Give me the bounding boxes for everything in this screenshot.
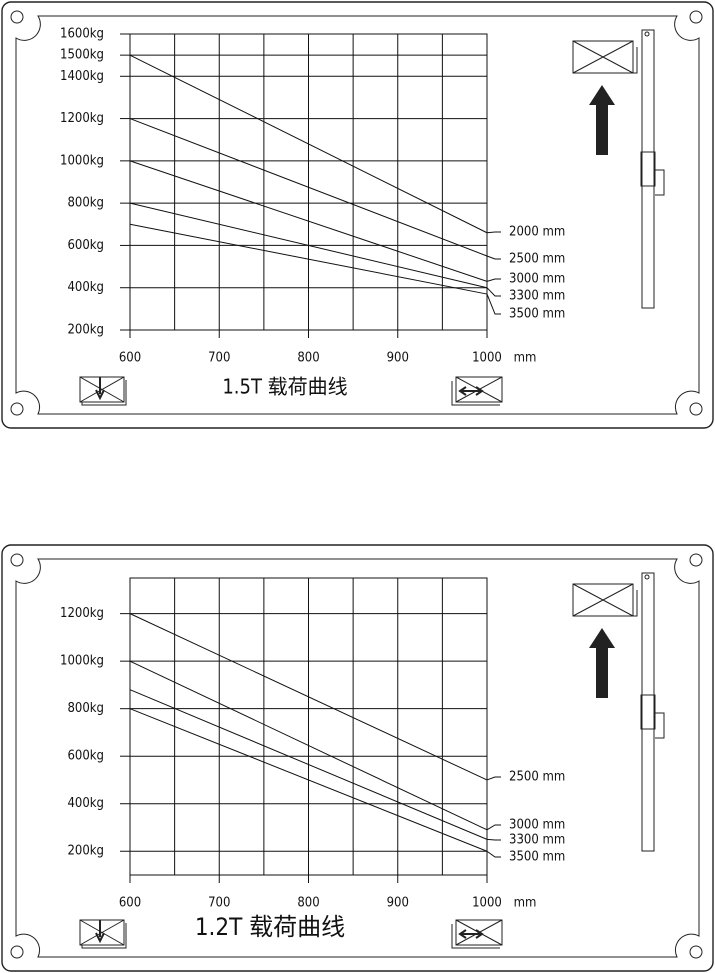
- y-tick-label: 600kg: [67, 238, 104, 253]
- x-tick-label: 1000: [472, 351, 502, 366]
- y-tick-label: 400kg: [67, 796, 104, 811]
- y-tick-label: 200kg: [67, 844, 104, 859]
- x-tick-label: 1000: [472, 896, 502, 911]
- y-tick-label: 1500kg: [60, 48, 104, 63]
- series-label: 2000 mm: [509, 225, 565, 240]
- series-label: 3300 mm: [509, 833, 565, 848]
- chart-title: 1.5T 载荷曲线: [222, 375, 347, 399]
- panel: [1, 544, 714, 972]
- series-label: 3500 mm: [509, 307, 565, 322]
- x-tick-label: 700: [208, 896, 230, 911]
- y-tick-label: 800kg: [67, 196, 104, 211]
- y-tick-label: 1200kg: [60, 111, 104, 126]
- y-tick-label: 200kg: [67, 323, 104, 338]
- y-tick-label: 800kg: [67, 701, 104, 716]
- x-tick-label: 800: [297, 351, 319, 366]
- y-tick-label: 1200kg: [60, 606, 104, 621]
- series-label: 3000 mm: [509, 818, 565, 833]
- x-tick-label: 600: [119, 896, 141, 911]
- load-curve: [129, 613, 488, 781]
- y-tick-label: 1000kg: [60, 153, 104, 168]
- leader-line: [486, 776, 501, 781]
- series-label: 2500 mm: [509, 252, 565, 267]
- x-tick-label: 900: [387, 896, 409, 911]
- load-curve: [129, 708, 488, 852]
- y-tick-label: 400kg: [67, 280, 104, 295]
- leader-line: [486, 255, 501, 260]
- series-label: 3000 mm: [509, 272, 565, 287]
- load-curve: [129, 660, 488, 831]
- load-curve: [129, 118, 488, 257]
- x-axis-label: mm: [514, 896, 537, 911]
- panel: [1, 1, 714, 429]
- y-tick-label: 1400kg: [60, 69, 104, 84]
- x-tick-label: 700: [208, 351, 230, 366]
- leader-line: [486, 278, 501, 282]
- series-label: 3300 mm: [509, 289, 565, 304]
- leader-line: [486, 850, 501, 858]
- x-tick-label: 800: [297, 896, 319, 911]
- y-tick-label: 600kg: [67, 749, 104, 764]
- y-tick-label: 1600kg: [60, 27, 104, 42]
- x-tick-label: 600: [119, 351, 141, 366]
- load-curve: [129, 223, 488, 295]
- series-label: 2500 mm: [509, 770, 565, 785]
- leader-line: [486, 824, 501, 831]
- leader-line: [486, 838, 501, 841]
- x-axis-label: mm: [514, 351, 537, 366]
- leader-line: [486, 287, 501, 297]
- load-curve: [129, 202, 488, 289]
- leader-line: [486, 293, 501, 315]
- load-curve: [129, 689, 488, 840]
- x-tick-label: 900: [387, 351, 409, 366]
- chart-title: 1.2T 载荷曲线: [195, 913, 345, 941]
- y-tick-label: 1000kg: [60, 654, 104, 669]
- load-curve: [129, 54, 488, 234]
- series-label: 3500 mm: [509, 850, 565, 865]
- load-curve: [129, 160, 488, 282]
- leader-line: [486, 231, 501, 234]
